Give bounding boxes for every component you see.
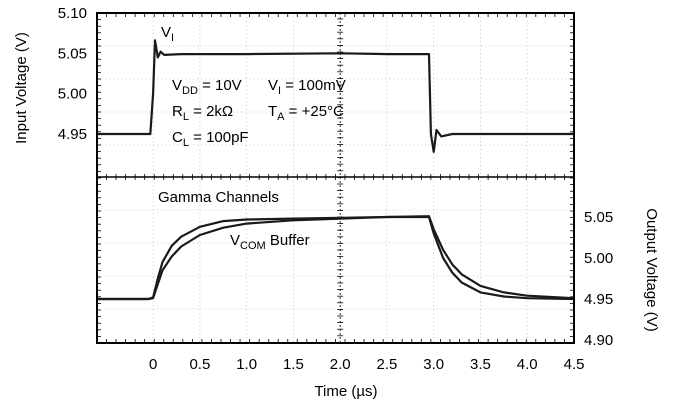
plot-frame — [96, 12, 575, 344]
y-right-tick-label-0: 5.05 — [584, 209, 613, 226]
y-left-axis-label: Input Voltage (V) — [13, 32, 30, 144]
x-tick-label-3: 1.5 — [283, 356, 304, 373]
cl-condition: CL = 100pF — [172, 129, 249, 149]
x-tick-label-1: 0.5 — [189, 356, 210, 373]
y-right-tick-labels: 5.05 5.00 4.95 4.90 — [584, 209, 613, 349]
y-left-tick-label-1: 5.05 — [58, 45, 87, 62]
x-tick-label-9: 4.5 — [564, 356, 585, 373]
x-tick-label-7: 3.5 — [470, 356, 491, 373]
x-axis-label-unit: µs — [356, 383, 372, 400]
x-tick-label-8: 4.0 — [517, 356, 538, 373]
y-left-tick-labels: 5.10 5.05 5.00 4.95 — [58, 5, 87, 143]
vi-label: VI — [161, 24, 174, 44]
vi-condition: VI = 100mV — [268, 77, 346, 97]
x-tick-label-4: 2.0 — [330, 356, 351, 373]
trace-1 — [97, 215, 575, 301]
trace-0 — [97, 39, 574, 153]
ta-condition: TA = +25°C — [268, 103, 344, 123]
rl-condition: RL = 2kΩ — [172, 103, 233, 123]
trace-2 — [97, 215, 575, 301]
x-tick-label-5: 2.5 — [377, 356, 398, 373]
y-right-axis-label: Output Voltage (V) — [643, 208, 660, 331]
y-left-tick-label-2: 5.00 — [58, 86, 87, 103]
x-axis-label: Time (µs) — [314, 383, 377, 400]
x-tick-label-6: 3.0 — [423, 356, 444, 373]
gamma-channels-label: Gamma Channels — [158, 189, 279, 206]
x-tick-label-0: 0 — [149, 356, 157, 373]
y-right-tick-label-1: 5.00 — [584, 250, 613, 267]
x-tick-label-2: 1.0 — [236, 356, 257, 373]
traces — [97, 39, 575, 301]
y-right-tick-label-2: 4.95 — [584, 291, 613, 308]
x-tick-labels: 0 0.5 1.0 1.5 2.0 2.5 3.0 3.5 4.0 4.5 — [149, 356, 584, 373]
grid — [97, 13, 575, 343]
y-left-tick-label-3: 4.95 — [58, 126, 87, 143]
vdd-condition: VDD = 10V — [172, 77, 242, 97]
vcom-buffer-label: VCOM Buffer — [230, 232, 310, 252]
y-left-tick-label-0: 5.10 — [58, 5, 87, 22]
x-axis-label-close: ) — [373, 383, 378, 400]
y-right-tick-label-3: 4.90 — [584, 332, 613, 349]
x-axis-label-text: Time ( — [314, 383, 356, 400]
